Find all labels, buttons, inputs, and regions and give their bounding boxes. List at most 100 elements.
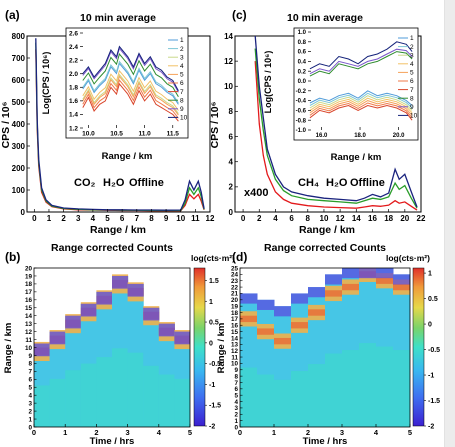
ylabel-b: Range / km bbox=[3, 323, 14, 374]
inset-legend-label: 3 bbox=[410, 52, 414, 59]
ai-ytick-label: 2.6 bbox=[69, 30, 78, 37]
heatmap-d: 0 1 2 3 4 50123456789101112131415161718192021… bbox=[231, 265, 412, 437]
title-a: 10 min average bbox=[80, 12, 156, 24]
title-c: 10 min average bbox=[287, 12, 363, 24]
a-xtick-label: 2 bbox=[61, 214, 66, 223]
d-cell bbox=[342, 350, 360, 427]
legend-a: CO₂ H₂O Offline bbox=[74, 177, 164, 189]
ai-ytick-label: 1.4 bbox=[69, 112, 78, 119]
ylabel-d: Range / km bbox=[216, 323, 227, 374]
b-cell bbox=[143, 365, 160, 427]
b-cell bbox=[143, 307, 160, 321]
a-xtick-label: 7 bbox=[135, 214, 140, 223]
d-cell bbox=[274, 379, 292, 427]
ai-xtick-label: 10.5 bbox=[110, 131, 123, 138]
a-xtick-label: 4 bbox=[91, 214, 96, 223]
a-ytick-label: 400 bbox=[12, 120, 26, 129]
a-ytick-label: 500 bbox=[12, 98, 26, 107]
ai-ytick-label: 1.8 bbox=[69, 85, 78, 92]
inset-legend-label: 9 bbox=[180, 106, 184, 113]
d-ytick-label: 17 bbox=[231, 316, 239, 323]
ai-ytick-label: 1.6 bbox=[69, 98, 78, 105]
b-cell bbox=[96, 291, 113, 305]
b-ytick-label: 14 bbox=[25, 313, 33, 320]
c-xtick-label: 0 bbox=[241, 214, 246, 223]
d-cell bbox=[274, 306, 292, 317]
inset-legend-label: 4 bbox=[180, 63, 184, 70]
d-ytick-label: 3 bbox=[234, 405, 238, 412]
d-cell bbox=[342, 283, 360, 291]
colorbar-b: 1.5 1 0.5 0 -0.5 -1 -1.5 -2 log(cts·m²) bbox=[191, 253, 235, 431]
a-ytick-label: 300 bbox=[12, 142, 26, 151]
d-ytick-label: 23 bbox=[231, 278, 239, 285]
b-cell bbox=[158, 374, 175, 427]
b-ytick-label: 2 bbox=[28, 408, 32, 415]
b-ytick-label: 4 bbox=[28, 393, 32, 400]
d-xtick-label: 0 bbox=[238, 428, 242, 437]
c-xtick-label: 6 bbox=[289, 214, 294, 223]
inset-legend-label: 5 bbox=[410, 70, 414, 77]
legend-c: CH₄ H₂O Offline bbox=[298, 177, 385, 189]
b-ytick-label: 11 bbox=[25, 337, 32, 344]
inset-legend-label: 2 bbox=[410, 44, 414, 51]
d-cell bbox=[240, 367, 258, 427]
annotation-x400: x400 bbox=[244, 187, 268, 199]
b-ytick-label: 8 bbox=[28, 361, 32, 368]
d-cell bbox=[393, 274, 410, 285]
a-ytick-label: 700 bbox=[12, 54, 26, 63]
b-cell bbox=[158, 323, 175, 337]
vertical-scrollbar[interactable] bbox=[444, 0, 455, 447]
inset-series-line bbox=[82, 82, 179, 122]
d-cell bbox=[308, 287, 326, 298]
d-cell bbox=[393, 283, 410, 291]
inset-legend-label: 9 bbox=[410, 104, 414, 111]
d-xtick-label: 3 bbox=[340, 428, 344, 437]
c-xtick-label: 20 bbox=[400, 214, 409, 223]
d-ytick-label: 16 bbox=[231, 323, 239, 330]
a-xtick-label: 5 bbox=[105, 214, 110, 223]
d-cb-label: 1 bbox=[428, 271, 432, 278]
ci-xtick-label: 18.0 bbox=[354, 133, 366, 139]
title-b: Range corrected Counts bbox=[51, 242, 173, 254]
d-cb-label: -0.5 bbox=[428, 347, 440, 354]
d-cell bbox=[325, 353, 343, 427]
b-cell bbox=[49, 331, 66, 345]
b-cell bbox=[174, 331, 190, 345]
b-ytick-label: 3 bbox=[28, 400, 32, 407]
ci-ytick-label: -0.6 bbox=[296, 109, 307, 115]
d-cell bbox=[325, 290, 343, 297]
d-ytick-label: 9 bbox=[234, 367, 238, 374]
c-ytick-label: 2 bbox=[229, 183, 234, 192]
d-cb-label: -2 bbox=[428, 424, 434, 431]
a-xtick-label: 3 bbox=[76, 214, 81, 223]
c-ytick-label: 8 bbox=[229, 107, 234, 116]
inset-series-line bbox=[309, 90, 413, 106]
d-ytick-label: 24 bbox=[231, 272, 239, 279]
legend-word-offline-c: Offline bbox=[350, 177, 385, 189]
ci-xtick-label: 16.0 bbox=[316, 133, 328, 139]
series-line bbox=[254, 61, 418, 211]
b-ytick-label: 17 bbox=[25, 289, 33, 296]
d-cell bbox=[257, 328, 275, 335]
d-ytick-label: 20 bbox=[231, 297, 239, 304]
inset-xlabel-a: Range / km bbox=[102, 151, 153, 162]
ci-ytick-label: 0.4 bbox=[298, 60, 307, 66]
b-ytick-label: 13 bbox=[25, 321, 33, 328]
d-cb-label: -1 bbox=[428, 373, 434, 380]
c-ytick-label: 6 bbox=[229, 132, 234, 141]
b-cb-label: 0.5 bbox=[209, 320, 219, 327]
inset-legend-label: 2 bbox=[180, 46, 184, 53]
b-cb-label: -0.5 bbox=[209, 361, 221, 368]
ai-xtick-label: 11.0 bbox=[139, 131, 152, 138]
d-ytick-label: 25 bbox=[231, 265, 239, 272]
c-ytick-label: 14 bbox=[224, 32, 233, 41]
inset-series-line bbox=[309, 104, 413, 121]
b-cell bbox=[112, 275, 129, 289]
inset-legend-label: 7 bbox=[180, 89, 184, 96]
inset-series-line bbox=[82, 60, 179, 104]
d-ytick-label: 5 bbox=[234, 393, 238, 400]
b-cell bbox=[34, 385, 51, 427]
b-xtick-label: 1 bbox=[63, 428, 67, 437]
inset-series-line bbox=[82, 47, 179, 93]
d-cell bbox=[291, 293, 309, 304]
